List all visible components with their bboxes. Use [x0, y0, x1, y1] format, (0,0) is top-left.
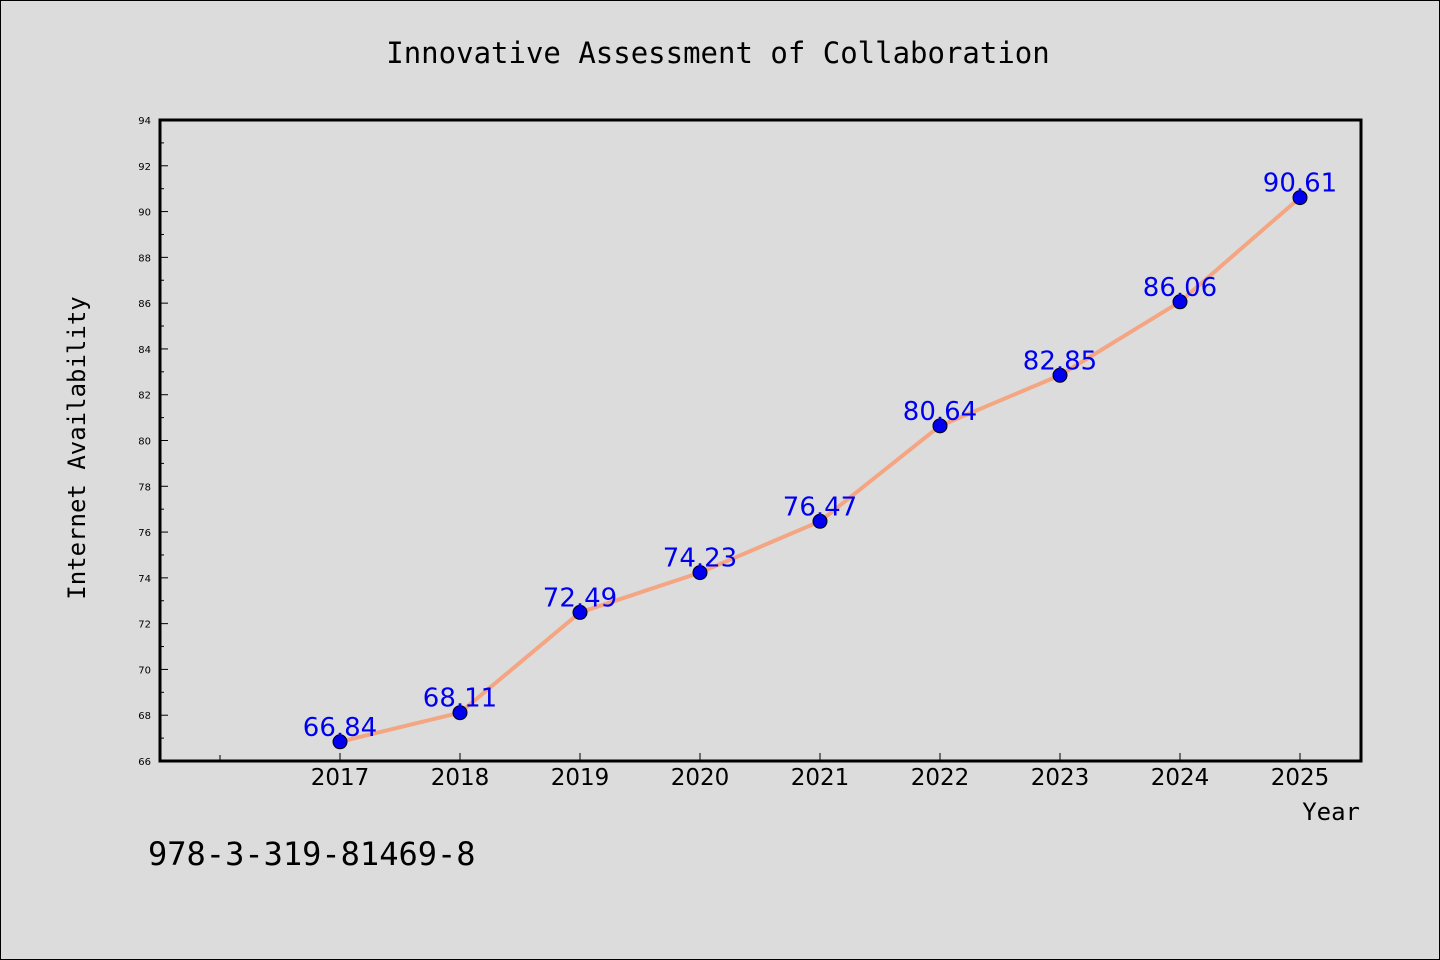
- plot-area: [158, 118, 1363, 763]
- data-label: 90.61: [1263, 169, 1337, 199]
- y-tick-label: 84: [138, 345, 151, 356]
- y-tick-label: 66: [138, 757, 151, 768]
- data-label: 82.85: [1023, 346, 1097, 376]
- data-label: 76.47: [783, 492, 857, 522]
- y-tick-label: 86: [138, 299, 151, 310]
- y-tick-label: 78: [138, 482, 151, 493]
- data-point: [452, 705, 468, 721]
- y-tick-label: 74: [138, 574, 151, 585]
- x-axis-label: Year: [1302, 798, 1360, 826]
- y-tick-label: 80: [138, 437, 151, 448]
- data-point: [1292, 190, 1308, 206]
- x-tick-label: 2022: [911, 765, 970, 791]
- y-tick-label: 72: [138, 620, 151, 631]
- y-tick-label: 88: [138, 253, 151, 264]
- data-label: 68.11: [423, 684, 497, 714]
- data-point: [1172, 294, 1188, 310]
- data-point: [572, 604, 588, 620]
- data-point: [932, 418, 948, 434]
- data-label: 66.84: [303, 713, 377, 743]
- isbn-code: 978-3-319-81469-8: [148, 835, 476, 873]
- y-tick-label: 90: [138, 208, 151, 219]
- data-point: [332, 734, 348, 750]
- x-tick-label: 2025: [1271, 765, 1330, 791]
- y-tick-label: 68: [138, 711, 151, 722]
- series-layer: 66.84 68.11 72.49 74.23 76.47 80.64 82.85 86.06…: [303, 169, 1337, 750]
- x-axis-ticks: 2017 2018 2019 2020 2021 2022 2023 2024 2025: [219, 753, 1330, 791]
- data-point: [1052, 367, 1068, 383]
- x-tick-label: 2020: [671, 765, 730, 791]
- y-tick-label: 76: [138, 528, 151, 539]
- data-label: 74.23: [663, 544, 737, 574]
- y-axis-label: Internet Availability: [63, 296, 91, 599]
- y-tick-label: 94: [138, 116, 151, 127]
- data-label: 80.64: [903, 397, 977, 427]
- x-tick-label: 2017: [311, 765, 370, 791]
- x-tick-label: 2024: [1151, 765, 1210, 791]
- chart-title: Innovative Assessment of Collaboration: [386, 36, 1049, 70]
- x-tick-label: 2021: [791, 765, 850, 791]
- x-tick-label: 2019: [551, 765, 610, 791]
- y-tick-label: 70: [138, 665, 151, 676]
- y-axis-ticks: 66 68 70 72 74 76 78 80 82 84 86 88 90 92 94: [138, 116, 168, 768]
- x-tick-label: 2018: [431, 765, 490, 791]
- data-point: [812, 513, 828, 529]
- y-tick-label: 92: [138, 162, 151, 173]
- data-label: 86.06: [1143, 273, 1217, 303]
- x-tick-label: 2023: [1031, 765, 1090, 791]
- y-tick-label: 82: [138, 391, 151, 402]
- data-label: 72.49: [543, 583, 617, 613]
- data-point: [692, 565, 708, 581]
